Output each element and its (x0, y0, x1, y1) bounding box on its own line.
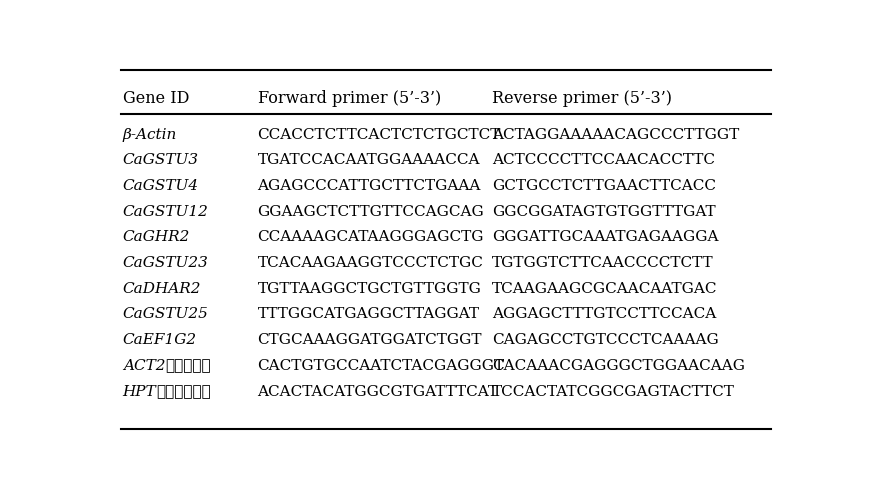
Text: TGTTAAGGCTGCTGTTGGTG: TGTTAAGGCTGCTGTTGGTG (257, 282, 481, 296)
Text: TGTGGTCTTCAACCCCTCTT: TGTGGTCTTCAACCCCTCTT (492, 256, 713, 270)
Text: ACTAGGAAAAACAGCCCTTGGT: ACTAGGAAAAACAGCCCTTGGT (492, 128, 739, 141)
Text: ACT2: ACT2 (123, 359, 165, 373)
Text: CaGSTU3: CaGSTU3 (123, 153, 199, 167)
Text: CaEF1G2: CaEF1G2 (123, 333, 196, 347)
Text: Reverse primer (5’-3’): Reverse primer (5’-3’) (492, 90, 672, 107)
Text: CCAAAAGCATAAGGGAGCTG: CCAAAAGCATAAGGGAGCTG (257, 230, 483, 245)
Text: CaGHR2: CaGHR2 (123, 230, 189, 245)
Text: GCTGCCTCTTGAACTTCACC: GCTGCCTCTTGAACTTCACC (492, 179, 715, 193)
Text: TCACAAGAAGGTCCCTCTGC: TCACAAGAAGGTCCCTCTGC (257, 256, 483, 270)
Text: CCACCTCTTCACTCTCTGCTCT: CCACCTCTTCACTCTCTGCTCT (257, 128, 501, 141)
Text: （验证引物）: （验证引物） (156, 384, 211, 399)
Text: TCAAGAAGCGCAACAATGAC: TCAAGAAGCGCAACAATGAC (492, 282, 717, 296)
Text: ACTCCCCTTCCAACACCTTC: ACTCCCCTTCCAACACCTTC (492, 153, 714, 167)
Text: TGATCCACAATGGAAAACCA: TGATCCACAATGGAAAACCA (257, 153, 480, 167)
Text: TCCACTATCGGCGAGTACTTCT: TCCACTATCGGCGAGTACTTCT (492, 384, 734, 399)
Text: CAGAGCCTGTCCCTCAAAAG: CAGAGCCTGTCCCTCAAAAG (492, 333, 719, 347)
Text: CTGCAAAGGATGGATCTGGT: CTGCAAAGGATGGATCTGGT (257, 333, 481, 347)
Text: Forward primer (5’-3’): Forward primer (5’-3’) (257, 90, 441, 107)
Text: CACTGTGCCAATCTACGAGGGT: CACTGTGCCAATCTACGAGGGT (257, 359, 504, 373)
Text: CaGSTU25: CaGSTU25 (123, 307, 209, 322)
Text: CACAAACGAGGGCTGGAACAAG: CACAAACGAGGGCTGGAACAAG (492, 359, 745, 373)
Text: HPT: HPT (123, 384, 156, 399)
Text: CaGSTU4: CaGSTU4 (123, 179, 199, 193)
Text: ACACTACATGGCGTGATTTCAT: ACACTACATGGCGTGATTTCAT (257, 384, 498, 399)
Text: Gene ID: Gene ID (123, 90, 189, 107)
Text: GGAAGCTCTTGTTCCAGCAG: GGAAGCTCTTGTTCCAGCAG (257, 205, 484, 218)
Text: β-Actin: β-Actin (123, 128, 177, 141)
Text: GGCGGATAGTGTGGTTTGAT: GGCGGATAGTGTGGTTTGAT (492, 205, 715, 218)
Text: （拟南芚）: （拟南芚） (165, 358, 210, 374)
Text: AGGAGCTTTGTCCTTCCACA: AGGAGCTTTGTCCTTCCACA (492, 307, 716, 322)
Text: AGAGCCCATTGCTTCTGAAA: AGAGCCCATTGCTTCTGAAA (257, 179, 481, 193)
Text: CaDHAR2: CaDHAR2 (123, 282, 201, 296)
Text: CaGSTU12: CaGSTU12 (123, 205, 209, 218)
Text: TTTGGCATGAGGCTTAGGAT: TTTGGCATGAGGCTTAGGAT (257, 307, 479, 322)
Text: CaGSTU23: CaGSTU23 (123, 256, 209, 270)
Text: GGGATTGCAAATGAGAAGGA: GGGATTGCAAATGAGAAGGA (492, 230, 718, 245)
